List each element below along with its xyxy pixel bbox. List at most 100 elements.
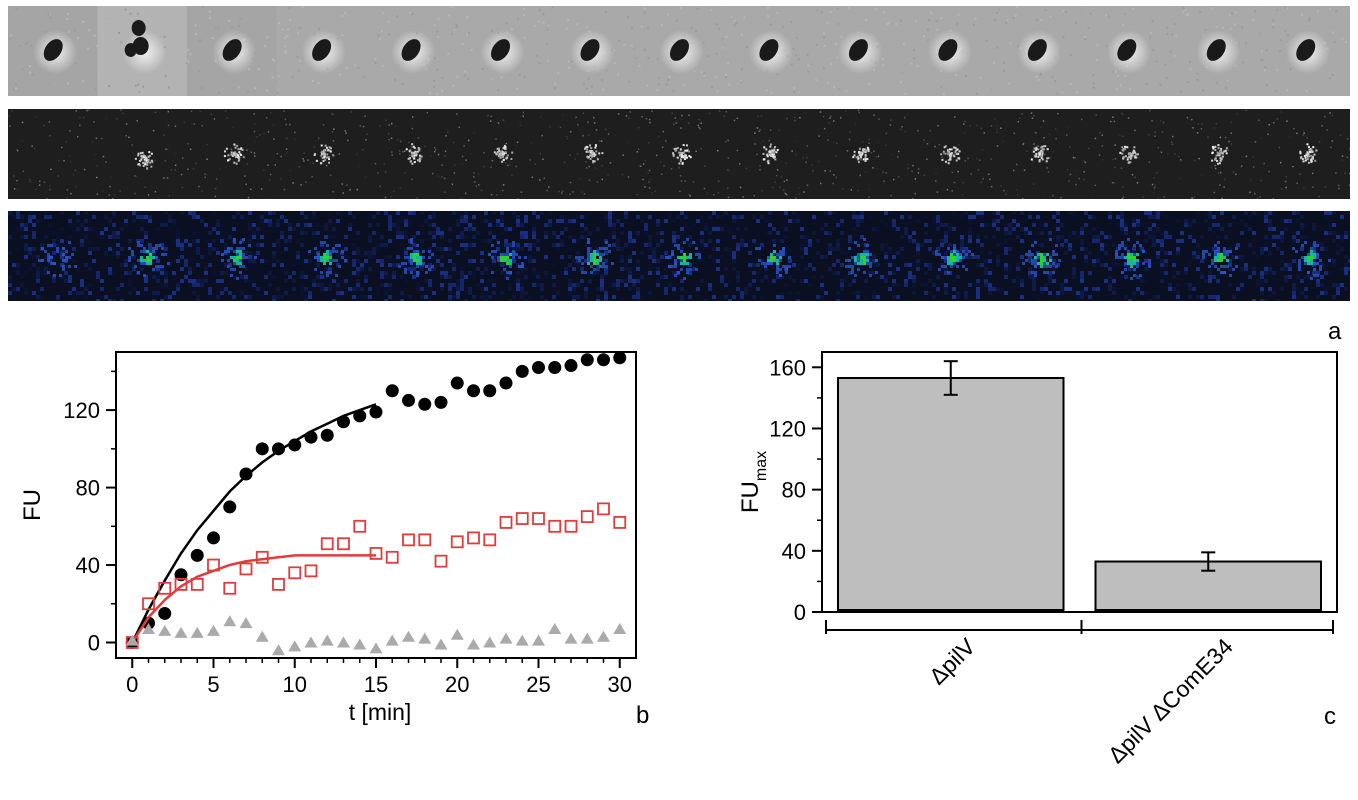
pseudocolor-spot <box>755 244 791 277</box>
x-tick-label: 0 <box>126 672 138 697</box>
data-point <box>418 533 432 547</box>
pseudocolor-spot <box>38 241 77 277</box>
data-point <box>548 519 562 533</box>
y-tick-label: 80 <box>782 478 806 503</box>
brightfield-frame <box>186 6 278 96</box>
brightfield-frame <box>97 6 189 96</box>
fluorescence-spot <box>852 146 870 164</box>
data-point <box>385 634 399 646</box>
data-point <box>450 535 464 549</box>
pseudocolor-spot <box>308 241 347 277</box>
data-point <box>239 467 253 481</box>
x-tick-label: 20 <box>445 672 469 697</box>
panel-label-a: a <box>1328 318 1342 345</box>
series-1 <box>125 502 627 649</box>
fit-curve <box>131 554 376 644</box>
y-tick-label: 0 <box>794 600 806 625</box>
data-point <box>580 353 594 367</box>
data-point <box>353 519 367 533</box>
fluorescence-spot <box>223 143 245 165</box>
data-point <box>483 384 497 398</box>
series-0 <box>125 351 627 650</box>
bar <box>1094 560 1322 612</box>
data-point <box>548 360 562 374</box>
data-point <box>580 632 594 644</box>
data-point <box>548 622 562 634</box>
y-tick-label: 120 <box>769 416 806 441</box>
data-point <box>174 626 188 638</box>
brightfield-frame <box>902 6 994 96</box>
pseudocolor-spot <box>1202 241 1238 277</box>
panel-label-b: b <box>636 702 650 729</box>
pseudocolor-spot <box>128 241 170 277</box>
data-point <box>434 638 448 650</box>
brightfield-frame <box>1171 6 1262 96</box>
pseudocolor-spot <box>935 244 974 274</box>
brightfield-frame <box>365 6 456 96</box>
data-point <box>288 640 302 652</box>
data-point <box>597 630 610 642</box>
pseudocolor-spot <box>1115 238 1151 280</box>
data-point <box>385 384 399 398</box>
pseudocolor-spot <box>665 238 701 280</box>
data-point <box>369 642 383 654</box>
data-point <box>142 622 155 634</box>
data-point <box>613 516 627 529</box>
data-point <box>272 644 285 656</box>
brightfield-strip <box>8 6 1350 96</box>
panel-label-c: c <box>1324 703 1336 730</box>
fluorescence-spot <box>762 143 779 165</box>
fluorescence-spot <box>1299 143 1318 164</box>
data-point <box>499 376 513 390</box>
data-point <box>125 634 139 646</box>
x-axis-label: t [min] <box>349 699 412 725</box>
data-point <box>434 554 448 568</box>
y-tick-label: 0 <box>88 631 100 656</box>
x-tick-label: 15 <box>364 672 388 697</box>
data-point <box>304 564 318 578</box>
fluorescence-spot <box>1030 145 1050 163</box>
data-point <box>418 397 432 411</box>
pseudocolor-spot <box>845 238 878 277</box>
data-point <box>515 634 529 646</box>
pseudocolor-spot <box>398 238 434 277</box>
data-point <box>288 566 302 580</box>
data-point <box>174 568 188 582</box>
data-point <box>613 622 627 634</box>
data-point <box>239 562 253 576</box>
pseudocolor-spot <box>488 241 527 280</box>
data-point <box>190 578 204 591</box>
data-point <box>532 634 545 646</box>
category-label: ΔpilV ΔComE34 <box>1103 633 1238 768</box>
pseudocolor-spot <box>575 238 614 274</box>
data-point <box>190 548 204 562</box>
brightfield-frame <box>455 6 545 96</box>
data-point <box>369 405 383 419</box>
data-point <box>467 531 480 545</box>
data-point <box>337 415 350 429</box>
timecourse-plot: 0 5 10 15 20 25 30 0 40 80 120 t [min] FU <box>19 351 637 725</box>
data-point <box>467 384 480 398</box>
y-tick-label: 40 <box>782 539 806 564</box>
fluorescence-spot <box>940 145 961 165</box>
data-point <box>304 636 318 648</box>
data-point <box>532 360 545 374</box>
data-point <box>223 500 237 514</box>
bar <box>837 377 1065 611</box>
y-tick-label: 80 <box>76 476 100 501</box>
data-point <box>142 597 155 611</box>
y-tick-label: 120 <box>63 398 100 423</box>
x-tick-label: 30 <box>608 672 632 697</box>
data-point <box>580 510 594 524</box>
data-point <box>207 624 220 636</box>
data-point <box>320 537 334 551</box>
data-point <box>158 581 172 595</box>
data-point <box>499 516 513 529</box>
fit-curve <box>131 403 377 644</box>
fluorescence-spot <box>1211 144 1228 165</box>
x-tick-label: 10 <box>283 672 307 697</box>
data-point <box>564 632 578 644</box>
data-point <box>190 626 204 638</box>
data-point <box>483 636 497 648</box>
category-label: ΔpilV <box>924 633 981 690</box>
